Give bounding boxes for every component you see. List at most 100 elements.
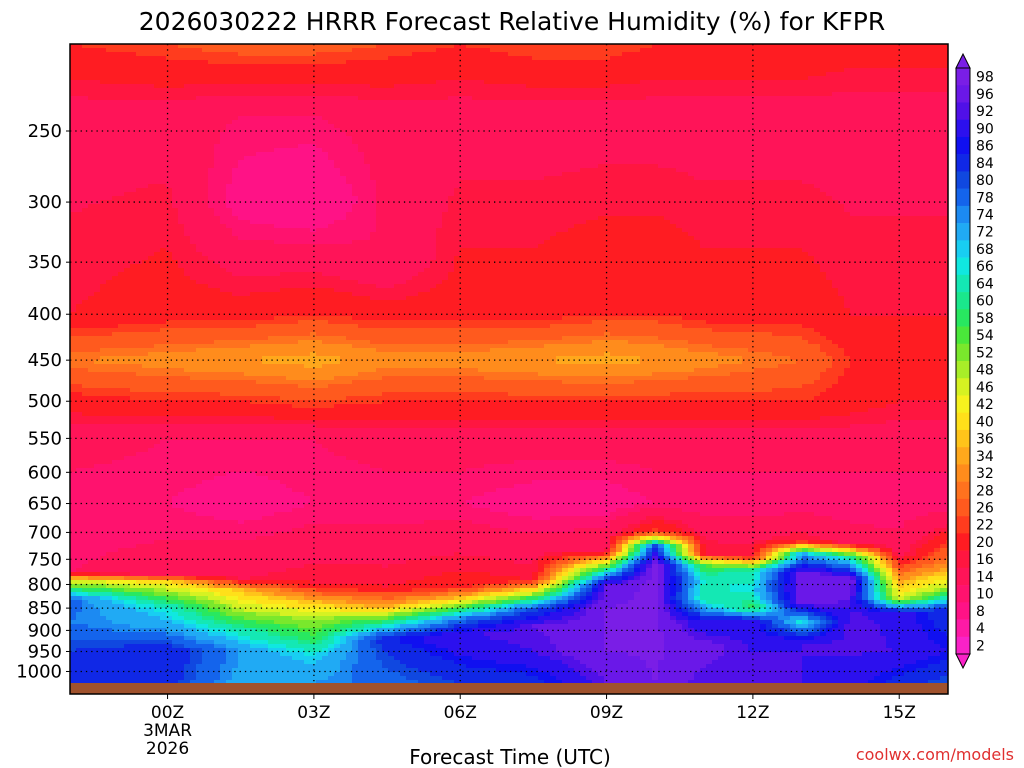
rh-cell — [142, 568, 149, 573]
rh-cell — [160, 364, 167, 369]
rh-cell — [124, 164, 131, 169]
rh-cell — [250, 48, 257, 53]
rh-cell — [232, 268, 239, 273]
rh-cell — [76, 180, 83, 185]
rh-cell — [136, 276, 143, 281]
rh-cell — [100, 496, 107, 501]
rh-cell — [238, 332, 245, 337]
rh-cell — [190, 48, 197, 53]
rh-cell — [166, 100, 173, 105]
rh-cell — [148, 660, 155, 665]
rh-cell — [208, 300, 215, 305]
rh-cell — [76, 56, 83, 61]
rh-cell — [70, 332, 77, 337]
rh-cell — [106, 248, 113, 253]
rh-cell — [190, 268, 197, 273]
rh-cell — [130, 160, 137, 165]
rh-cell — [226, 448, 233, 453]
rh-cell — [178, 220, 185, 225]
rh-cell — [76, 192, 83, 197]
rh-cell — [124, 576, 131, 581]
rh-cell — [202, 380, 209, 385]
rh-cell — [88, 452, 95, 457]
rh-cell — [244, 448, 251, 453]
rh-cell — [124, 524, 131, 529]
rh-cell — [88, 376, 95, 381]
rh-cell — [118, 676, 125, 681]
rh-cell — [154, 148, 161, 153]
rh-cell — [244, 224, 251, 229]
rh-cell — [220, 448, 227, 453]
rh-cell — [148, 680, 155, 684]
rh-cell — [202, 344, 209, 349]
rh-cell — [196, 636, 203, 641]
rh-cell — [190, 372, 197, 377]
rh-cell — [220, 256, 227, 261]
rh-cell — [214, 284, 221, 289]
rh-cell — [208, 160, 215, 165]
rh-cell — [118, 408, 125, 413]
rh-cell — [196, 184, 203, 189]
rh-cell — [190, 380, 197, 385]
rh-cell — [88, 56, 95, 61]
rh-cell — [100, 216, 107, 221]
rh-cell — [124, 488, 131, 493]
rh-cell — [190, 104, 197, 109]
rh-cell — [154, 412, 161, 417]
rh-cell — [208, 304, 215, 309]
rh-cell — [250, 664, 257, 669]
rh-cell — [82, 48, 89, 53]
rh-cell — [226, 304, 233, 309]
rh-cell — [232, 252, 239, 257]
rh-cell — [208, 596, 215, 601]
rh-cell — [136, 548, 143, 553]
rh-cell — [160, 120, 167, 125]
rh-cell — [82, 188, 89, 193]
rh-cell — [160, 236, 167, 241]
rh-cell — [130, 184, 137, 189]
rh-cell — [178, 84, 185, 89]
rh-cell — [184, 176, 191, 181]
rh-cell — [82, 404, 89, 409]
rh-cell — [82, 192, 89, 197]
rh-cell — [100, 632, 107, 637]
rh-cell — [196, 96, 203, 101]
rh-cell — [250, 56, 257, 61]
rh-cell — [202, 396, 209, 401]
rh-cell — [154, 48, 161, 53]
rh-cell — [112, 168, 119, 173]
rh-cell — [82, 340, 89, 345]
rh-cell — [220, 124, 227, 129]
rh-cell — [202, 212, 209, 217]
rh-cell — [154, 160, 161, 165]
rh-cell — [208, 152, 215, 157]
rh-cell — [172, 288, 179, 293]
rh-cell — [88, 600, 95, 605]
rh-cell — [238, 568, 245, 573]
rh-cell — [184, 452, 191, 457]
rh-cell — [142, 308, 149, 313]
rh-cell — [256, 84, 263, 89]
rh-cell — [190, 472, 197, 477]
rh-cell — [130, 508, 137, 513]
rh-cell — [76, 76, 83, 81]
rh-cell — [148, 136, 155, 141]
rh-cell — [106, 480, 113, 485]
rh-cell — [172, 148, 179, 153]
rh-cell — [154, 324, 161, 329]
rh-cell — [142, 548, 149, 553]
rh-cell — [214, 492, 221, 497]
rh-cell — [160, 624, 167, 629]
rh-cell — [118, 248, 125, 253]
rh-cell — [142, 404, 149, 409]
rh-cell — [94, 92, 101, 97]
rh-cell — [130, 416, 137, 421]
rh-cell — [196, 452, 203, 457]
rh-cell — [202, 664, 209, 669]
rh-cell — [112, 444, 119, 449]
rh-cell — [166, 280, 173, 285]
rh-cell — [208, 508, 215, 513]
rh-cell — [202, 392, 209, 397]
rh-cell — [82, 120, 89, 125]
rh-cell — [142, 380, 149, 385]
